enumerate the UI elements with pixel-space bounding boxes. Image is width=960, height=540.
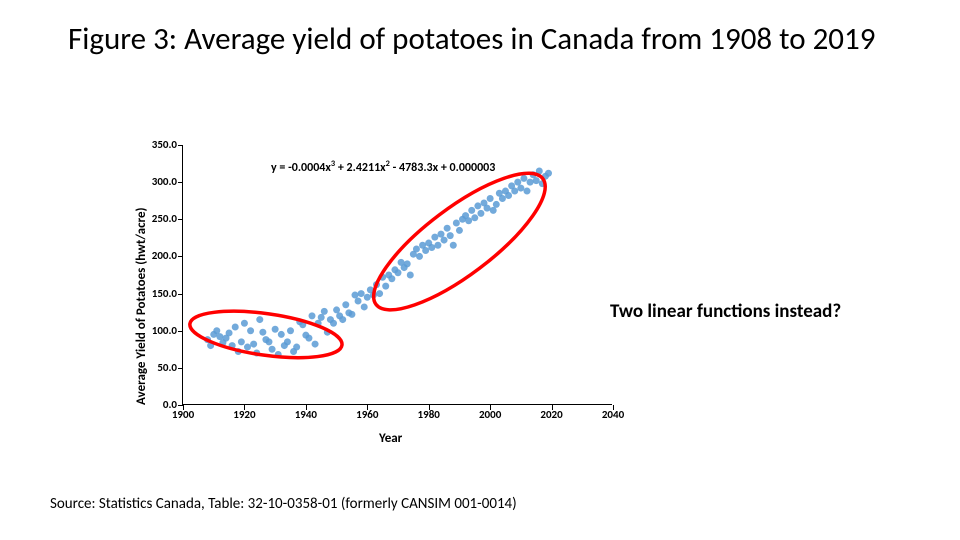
- data-point: [309, 312, 316, 319]
- data-point: [471, 214, 478, 221]
- data-point: [226, 329, 233, 336]
- data-point: [404, 260, 411, 267]
- data-point: [259, 329, 266, 336]
- y-axis-label: Average Yield of Potatoes (hwt/acre): [134, 207, 149, 405]
- data-point: [434, 242, 441, 249]
- x-tick-mark: [244, 405, 245, 410]
- x-axis-label: Year: [379, 431, 402, 446]
- data-point: [545, 170, 552, 177]
- chart-container: Average Yield of Potatoes (hwt/acre) Yea…: [130, 135, 630, 465]
- data-point: [238, 338, 245, 345]
- data-point: [490, 207, 497, 214]
- data-point: [348, 311, 355, 318]
- y-tick-mark: [178, 368, 183, 369]
- x-tick-mark: [490, 405, 491, 410]
- x-tick-mark: [306, 405, 307, 410]
- data-point: [272, 326, 279, 333]
- data-point: [438, 231, 445, 238]
- data-point: [339, 316, 346, 323]
- data-point: [505, 192, 512, 199]
- data-point: [422, 247, 429, 254]
- data-point: [342, 301, 349, 308]
- y-tick-mark: [178, 145, 183, 146]
- x-tick-mark: [367, 405, 368, 410]
- data-point: [517, 185, 524, 192]
- annotation-text: Two linear functions instead?: [610, 300, 930, 323]
- data-point: [287, 327, 294, 334]
- data-point: [441, 237, 448, 244]
- data-point: [232, 324, 239, 331]
- x-tick-mark: [429, 405, 430, 410]
- data-point: [318, 314, 325, 321]
- highlight-ellipse: [356, 152, 563, 331]
- data-point: [456, 227, 463, 234]
- data-point: [499, 195, 506, 202]
- data-point: [465, 217, 472, 224]
- slide: Figure 3: Average yield of potatoes in C…: [0, 0, 960, 540]
- data-point: [333, 306, 340, 313]
- data-point: [428, 244, 435, 251]
- data-point: [278, 331, 285, 338]
- data-point: [355, 298, 362, 305]
- data-point: [305, 335, 312, 342]
- data-point: [487, 195, 494, 202]
- data-point: [216, 333, 223, 340]
- data-point: [453, 220, 460, 227]
- data-point: [247, 327, 254, 334]
- data-point: [514, 179, 521, 186]
- data-point: [520, 175, 527, 182]
- data-point: [256, 316, 263, 323]
- data-point: [533, 177, 540, 184]
- data-point: [293, 344, 300, 351]
- data-point: [376, 290, 383, 297]
- data-point: [364, 294, 371, 301]
- data-point: [312, 341, 319, 348]
- data-point: [330, 320, 337, 327]
- data-point: [358, 290, 365, 297]
- y-tick-mark: [178, 256, 183, 257]
- data-point: [450, 242, 457, 249]
- data-point: [527, 179, 534, 186]
- y-tick-mark: [178, 294, 183, 295]
- chart-svg: [183, 145, 613, 405]
- y-tick-mark: [178, 331, 183, 332]
- data-point: [213, 327, 220, 334]
- data-point: [241, 320, 248, 327]
- data-point: [266, 338, 273, 345]
- data-point: [269, 346, 276, 353]
- figure-title: Figure 3: Average yield of potatoes in C…: [68, 20, 908, 58]
- x-tick-mark: [613, 405, 614, 410]
- data-point: [352, 292, 359, 299]
- data-point: [413, 246, 420, 253]
- data-point: [382, 283, 389, 290]
- data-point: [395, 269, 402, 276]
- data-point: [524, 188, 531, 195]
- data-point: [431, 234, 438, 241]
- data-point: [388, 275, 395, 282]
- data-point: [250, 341, 257, 348]
- data-point: [361, 303, 368, 310]
- plot-area: y = -0.0004x3 + 2.4211x2 - 4783.3x + 0.0…: [182, 145, 612, 405]
- data-point: [416, 253, 423, 260]
- data-point: [244, 344, 251, 351]
- x-tick-mark: [552, 405, 553, 410]
- x-tick-mark: [183, 405, 184, 410]
- data-point: [468, 207, 475, 214]
- data-point: [477, 210, 484, 217]
- data-point: [484, 205, 491, 212]
- data-point: [511, 188, 518, 195]
- data-point: [321, 308, 328, 315]
- data-point: [493, 201, 500, 208]
- data-point: [474, 202, 481, 209]
- data-point: [284, 338, 291, 345]
- data-point: [407, 272, 414, 279]
- data-point: [447, 232, 454, 239]
- source-citation: Source: Statistics Canada, Table: 32-10-…: [50, 495, 870, 513]
- y-tick-mark: [178, 182, 183, 183]
- y-tick-mark: [178, 219, 183, 220]
- data-point: [444, 225, 451, 232]
